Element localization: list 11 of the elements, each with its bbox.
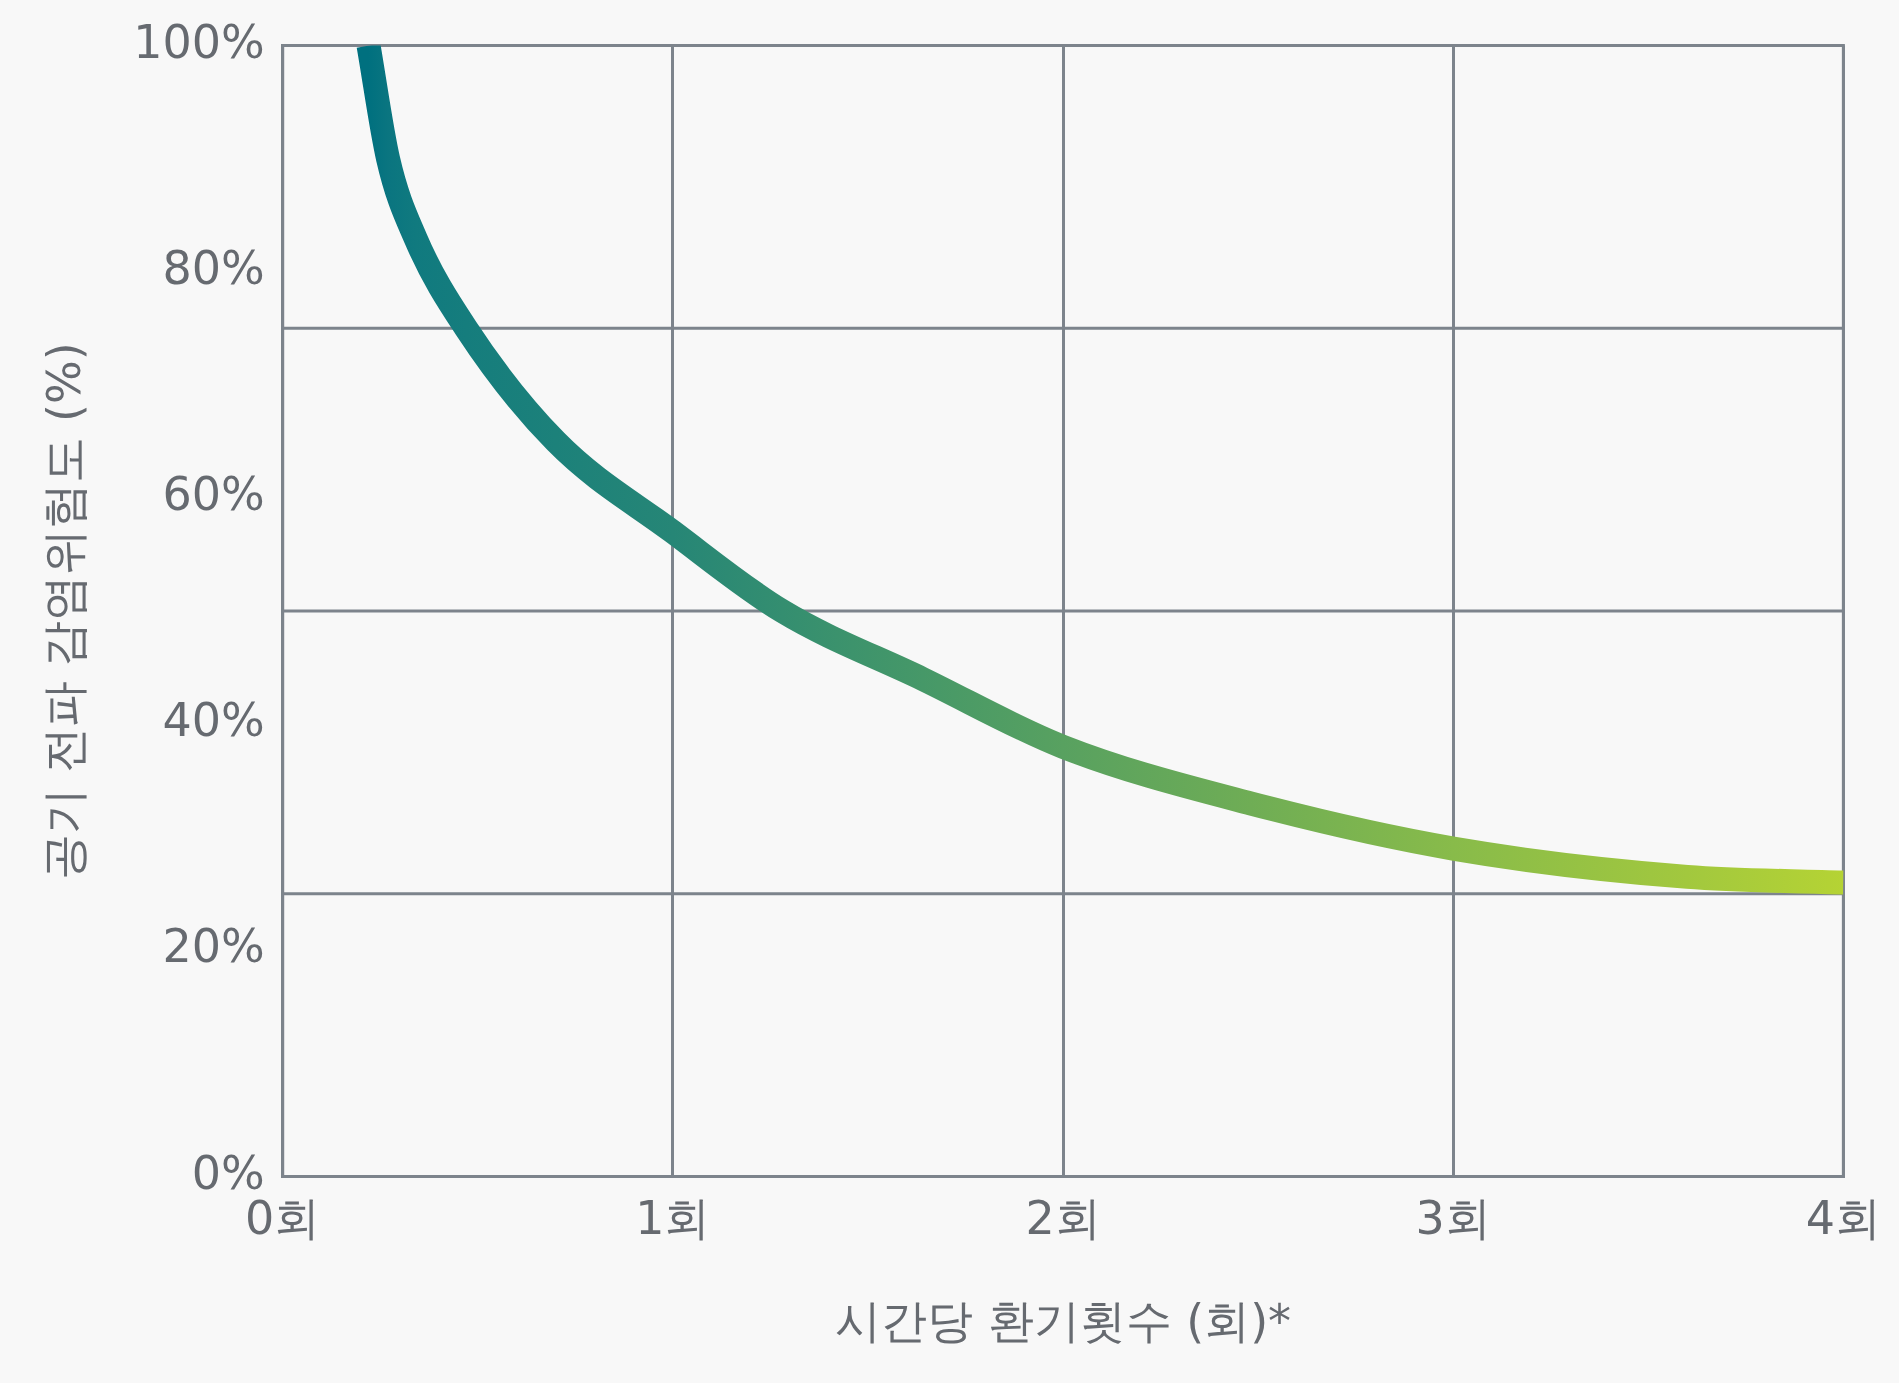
x-tick-label: 4회 bbox=[1805, 1191, 1882, 1246]
y-axis-title: 공기 전파 감염위험도 (%) bbox=[36, 342, 91, 880]
x-tick-label: 3회 bbox=[1415, 1191, 1491, 1246]
y-tick-label: 40% bbox=[162, 693, 265, 748]
x-tick-label: 1회 bbox=[635, 1191, 711, 1246]
y-tick-label: 80% bbox=[162, 240, 265, 295]
y-tick-label: 100% bbox=[133, 14, 265, 69]
y-tick-label: 60% bbox=[162, 466, 265, 521]
x-tick-label: 2회 bbox=[1025, 1191, 1101, 1246]
x-axis-title: 시간당 환기횟수 (회)* bbox=[834, 1294, 1292, 1349]
y-tick-label: 20% bbox=[162, 919, 265, 974]
